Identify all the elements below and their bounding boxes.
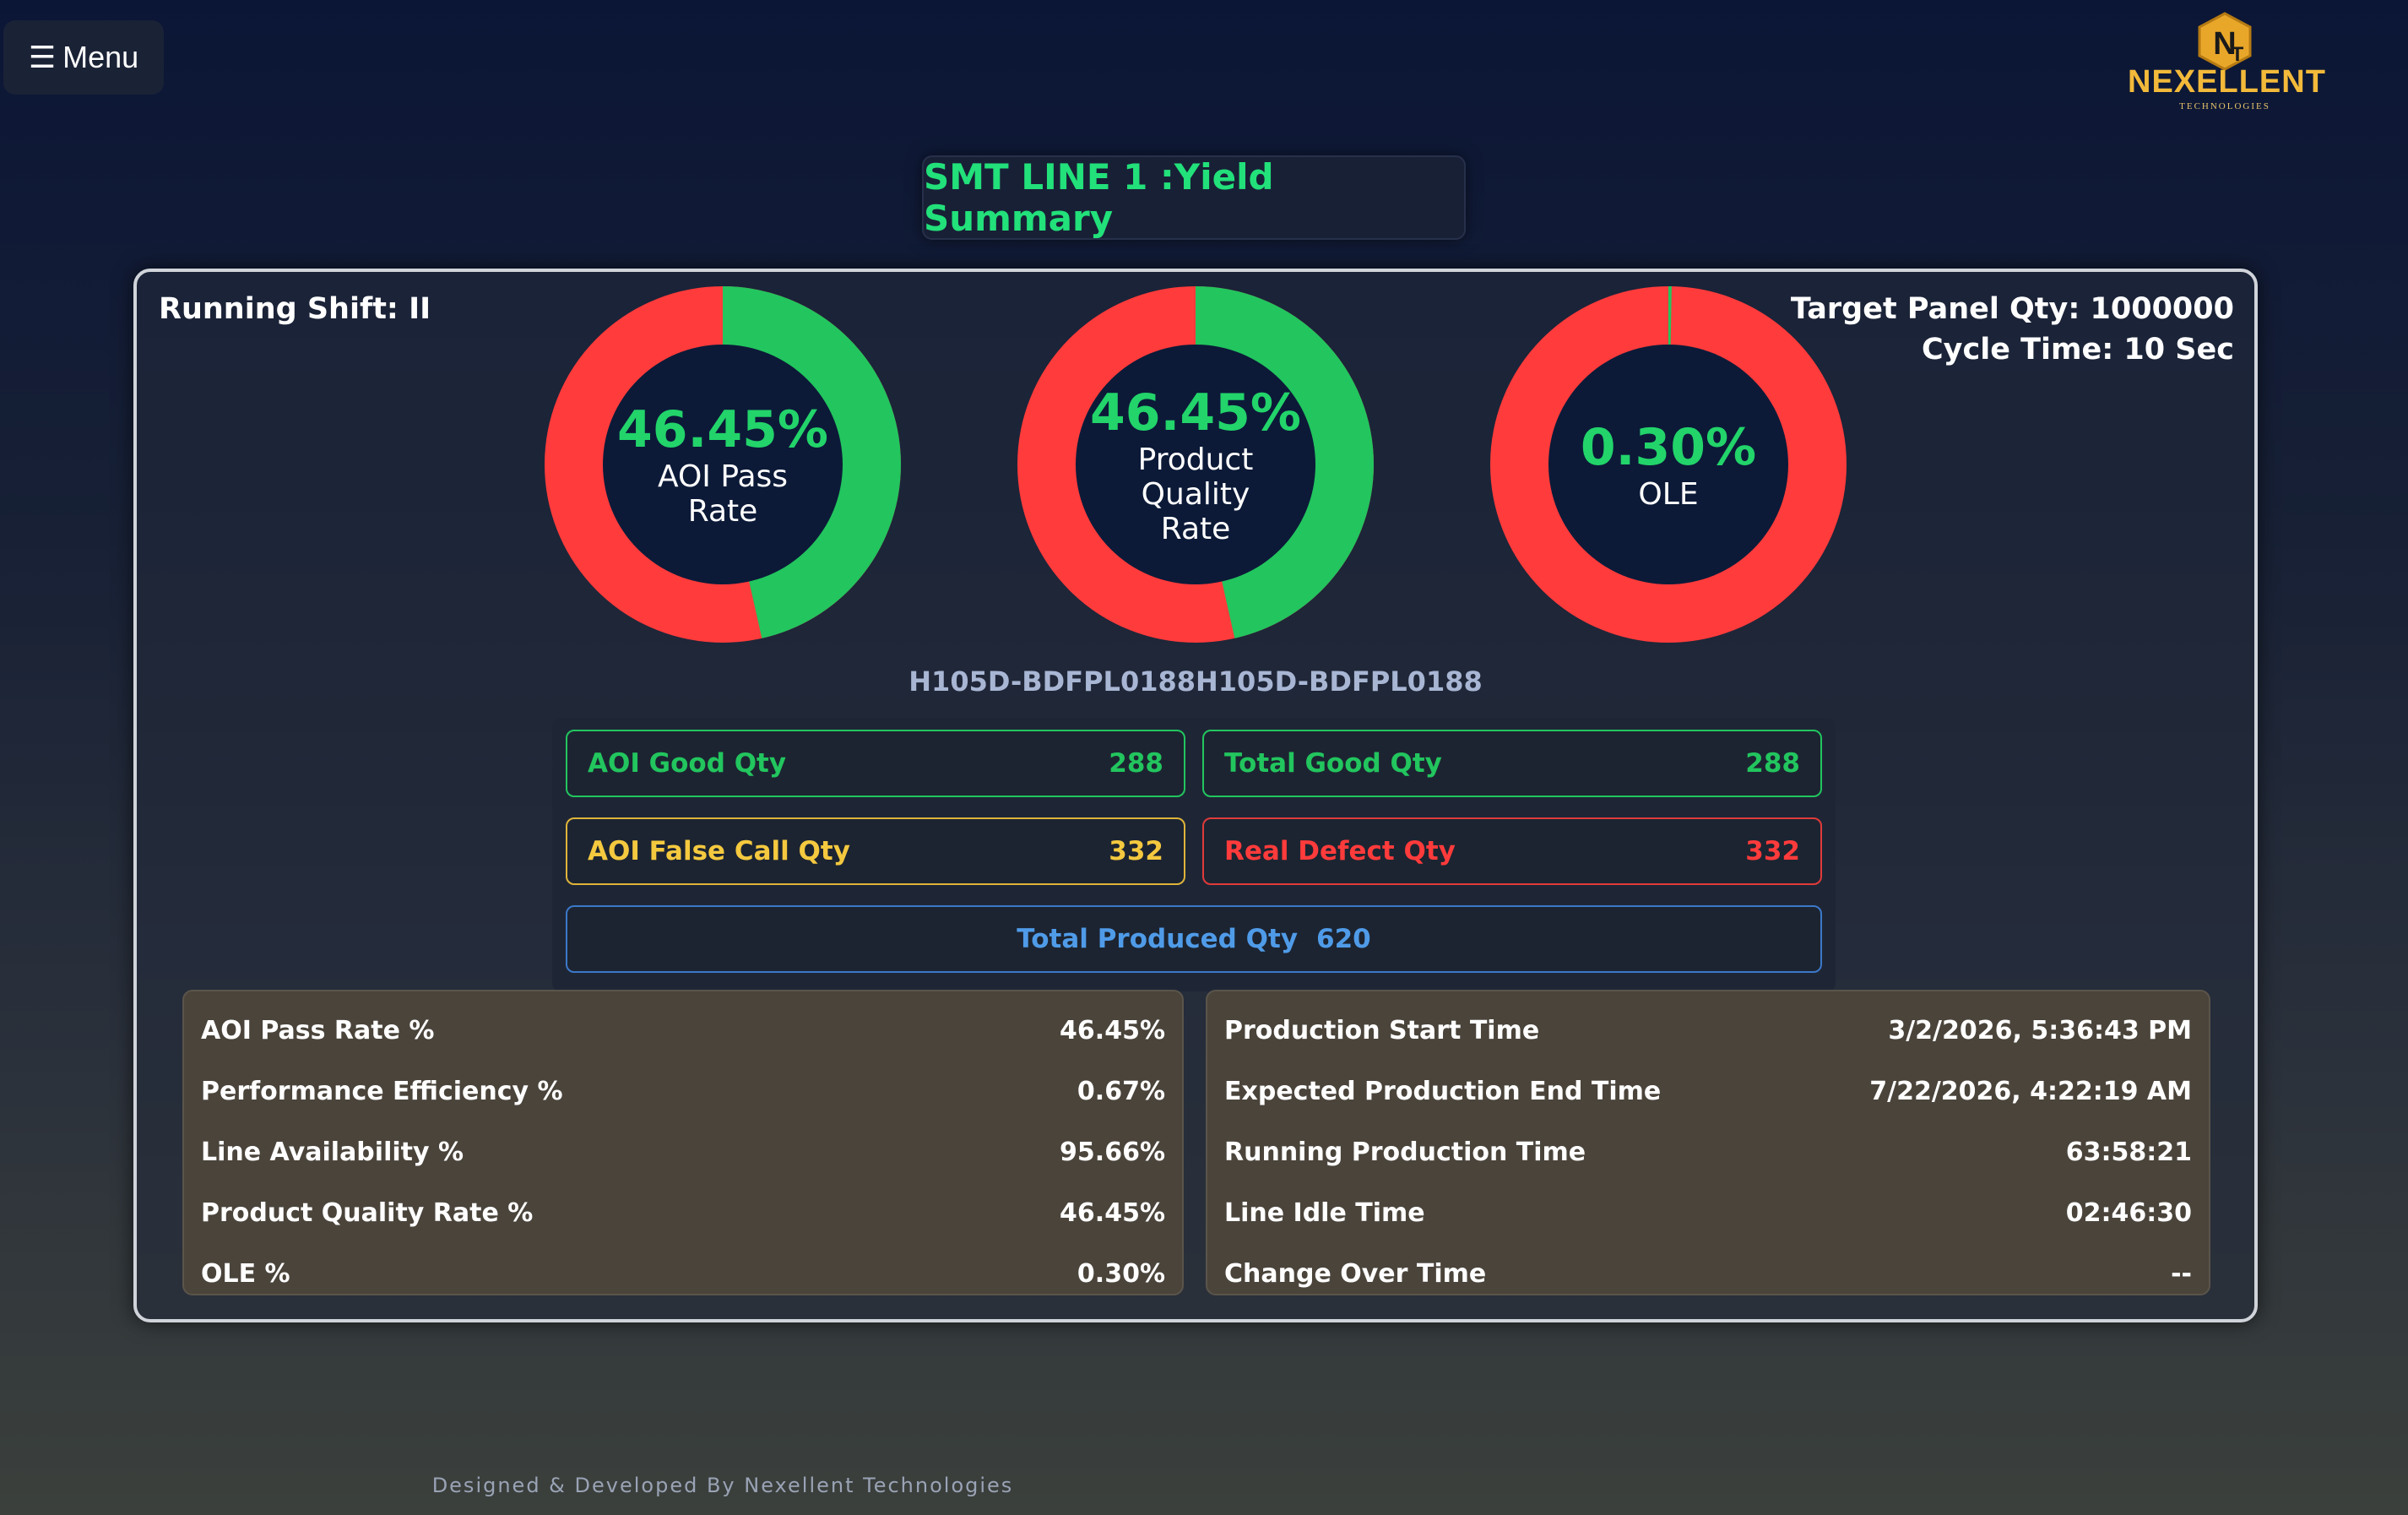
qty-value: 288 [1745,748,1800,779]
model-number: H105D-BDFPL0188H105D-BDFPL0188 [908,665,1483,698]
hamburger-icon: ☰ [28,40,57,74]
aoi-good-qty-card: AOI Good Qty 288 [566,730,1185,797]
gauge-value: 46.45% [617,400,828,459]
qty-value: 620 [1316,924,1371,954]
total-produced-qty-card: Total Produced Qty 620 [566,905,1822,973]
svg-text:N: N [2213,26,2236,62]
stat-row: Line Availability % 95.66% [201,1121,1165,1182]
qty-label: Total Good Qty [1224,748,1442,779]
aoi-false-call-qty-card: AOI False Call Qty 332 [566,817,1185,885]
total-good-qty-card: Total Good Qty 288 [1202,730,1822,797]
svg-text:T: T [2232,43,2244,66]
qty-label: AOI Good Qty [588,748,787,779]
stat-label: Product Quality Rate % [201,1197,534,1228]
logo-emblem-icon: N T [2198,12,2252,71]
production-time-table: Production Start Time 3/2/2026, 5:36:43 P… [1206,990,2210,1295]
logo-name: NEXELLENT [2128,64,2326,100]
stat-label: Running Production Time [1224,1137,1586,1167]
gauge-center: 46.45% AOI Pass Rate [603,345,843,584]
stat-value: 3/2/2026, 5:36:43 PM [1888,1015,2192,1045]
target-panel-qty: Target Panel Qty: 1000000 [1790,292,2234,326]
menu-label: Menu [62,40,139,74]
footer-credit: Designed & Developed By Nexellent Techno… [431,1474,1014,1497]
aoi-pass-rate-gauge: 46.45% AOI Pass Rate [544,285,902,643]
logo-subtitle: TECHNOLOGIES [2179,101,2270,111]
stat-value: 0.67% [1077,1076,1165,1106]
stat-label: Expected Production End Time [1224,1076,1662,1106]
stat-row: Expected Production End Time 7/22/2026, 4… [1224,1061,2192,1121]
stat-label: Line Idle Time [1224,1197,1425,1228]
page-title: SMT LINE 1 :Yield Summary [922,155,1466,240]
stat-row: Running Production Time 63:58:21 [1224,1121,2192,1182]
stat-value: -- [2171,1258,2192,1289]
gauge-good-arc [545,286,901,643]
stat-value: 46.45% [1060,1015,1165,1045]
stat-value: 02:46:30 [2065,1197,2192,1228]
stat-label: OLE % [201,1258,290,1289]
gauge-center: 0.30% OLE [1548,345,1788,584]
stat-label: Production Start Time [1224,1015,1540,1045]
quantity-summary: AOI Good Qty 288 Total Good Qty 288 AOI … [552,718,1836,991]
stat-row: Performance Efficiency % 0.67% [201,1061,1165,1121]
yield-summary-panel: Running Shift: II Target Panel Qty: 1000… [133,269,2258,1322]
stat-value: 7/22/2026, 4:22:19 AM [1869,1076,2192,1106]
gauge-label: AOI Pass Rate [657,459,789,529]
company-logo: N T NEXELLENT TECHNOLOGIES [2128,12,2326,120]
gauge-label: OLE [1638,476,1699,512]
gauge-label: Product Quality Rate [1137,442,1254,546]
stat-value: 63:58:21 [2065,1137,2192,1167]
qty-value: 288 [1109,748,1163,779]
stat-row: OLE % 0.30% [201,1243,1165,1304]
gauge-value: 46.45% [1090,383,1301,443]
menu-button[interactable]: ☰ Menu [3,20,164,95]
stat-label: AOI Pass Rate % [201,1015,435,1045]
stat-value: 95.66% [1060,1137,1165,1167]
stat-label: Line Availability % [201,1137,464,1167]
qty-label: Total Produced Qty [1017,924,1299,954]
qty-value: 332 [1109,836,1163,866]
gauge-value: 0.30% [1580,417,1757,477]
kpi-stats-table: AOI Pass Rate % 46.45% Performance Effici… [182,990,1184,1295]
stat-value: 46.45% [1060,1197,1165,1228]
qty-label: Real Defect Qty [1224,836,1456,866]
stat-row: Change Over Time -- [1224,1243,2192,1304]
ole-gauge: 0.30% OLE [1489,285,1847,643]
stat-row: AOI Pass Rate % 46.45% [201,1000,1165,1061]
gauge-good-arc [1017,286,1374,643]
real-defect-qty-card: Real Defect Qty 332 [1202,817,1822,885]
stat-row: Production Start Time 3/2/2026, 5:36:43 P… [1224,1000,2192,1061]
gauge-good-arc [1490,286,1847,643]
product-quality-rate-gauge: 46.45% Product Quality Rate [1017,285,1375,643]
target-info: Target Panel Qty: 1000000 Cycle Time: 10… [1791,289,2234,370]
stat-value: 0.30% [1077,1258,1165,1289]
stat-row: Product Quality Rate % 46.45% [201,1182,1165,1243]
cycle-time: Cycle Time: 10 Sec [1921,333,2234,367]
gauge-center: 46.45% Product Quality Rate [1076,345,1315,584]
stat-label: Change Over Time [1224,1258,1487,1289]
stat-label: Performance Efficiency % [201,1076,563,1106]
running-shift: Running Shift: II [159,292,431,326]
stat-row: Line Idle Time 02:46:30 [1224,1182,2192,1243]
qty-label: AOI False Call Qty [588,836,850,866]
qty-value: 332 [1745,836,1800,866]
